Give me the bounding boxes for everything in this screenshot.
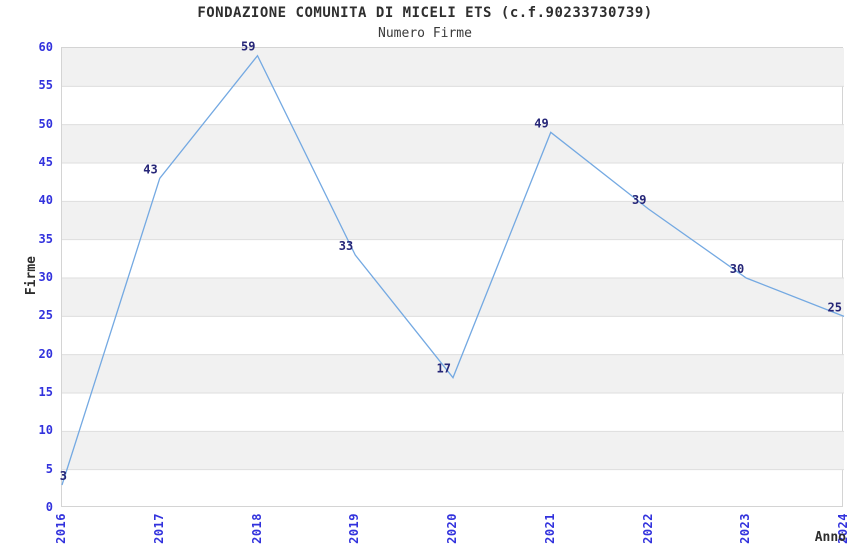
x-axis-title: Anno: [814, 530, 846, 545]
y-tick-label: 60: [38, 40, 53, 54]
line-chart-svg: 3 43 59 33 17 49 39 30 25: [60, 40, 845, 486]
data-label: 43: [143, 162, 157, 176]
x-tick-label: 2016: [54, 513, 68, 544]
y-tick-label: 20: [38, 346, 53, 361]
y-tick-label: 55: [38, 78, 53, 93]
data-label: 39: [632, 193, 646, 207]
x-tick-label: 2018: [249, 513, 264, 544]
data-label: 59: [241, 40, 255, 54]
data-label: 17: [437, 362, 451, 376]
data-label: 25: [828, 300, 842, 314]
grid-band: [62, 48, 844, 87]
y-tick-label: 40: [38, 193, 53, 208]
x-tick-label: 2022: [640, 513, 655, 544]
x-tick-label: 2020: [445, 513, 459, 544]
plot-area: 3 43 59 33 17 49 39 30 25: [60, 40, 845, 507]
data-line: [61, 54, 845, 486]
grid-band: [62, 124, 844, 163]
y-tick-label: 25: [38, 308, 53, 323]
grid-band: [62, 201, 844, 240]
chart-subtitle: Numero Firme: [378, 26, 472, 41]
y-tick-label: 0: [45, 500, 53, 514]
y-tick-label: 30: [38, 270, 53, 284]
grid-band: [62, 354, 844, 393]
x-tick-label: 2019: [347, 513, 362, 544]
y-tick-label: 15: [38, 385, 53, 399]
x-tick-label: 2023: [738, 513, 753, 544]
grid-band: [62, 278, 844, 317]
x-tick-label: 2017: [151, 513, 166, 544]
y-tick-label: 10: [38, 423, 53, 438]
grid-band: [62, 431, 844, 470]
x-tick-label: 2021: [542, 513, 557, 544]
y-tick-label: 45: [38, 155, 53, 169]
data-label: 49: [534, 116, 548, 130]
y-tick-label: 35: [38, 231, 53, 246]
chart-title: FONDAZIONE COMUNITA DI MICELI ETS (c.f.9…: [197, 5, 653, 21]
y-tick-label: 50: [38, 116, 53, 131]
y-tick-label: 5: [45, 461, 53, 476]
data-label: 30: [730, 262, 744, 276]
data-label: 3: [60, 469, 67, 483]
data-label: 33: [339, 239, 353, 253]
